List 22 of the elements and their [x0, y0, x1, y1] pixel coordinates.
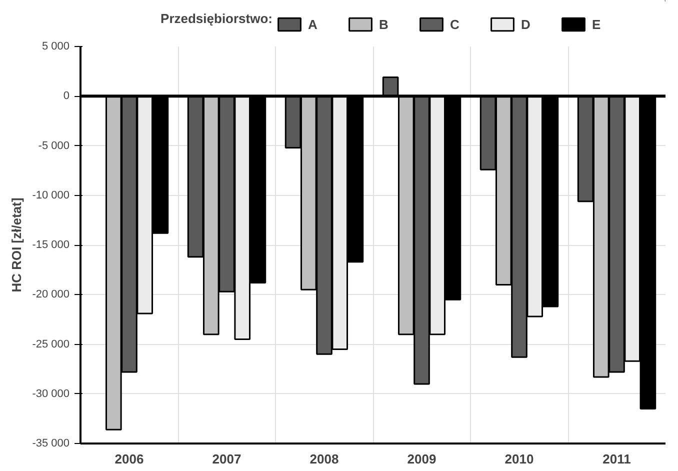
- x-tick-label: 2008: [310, 452, 339, 466]
- y-tick-label: -15 000: [32, 239, 70, 251]
- x-tick-label: 2007: [212, 452, 242, 466]
- y-tick-label: -10 000: [32, 189, 70, 202]
- y-axis-title: HC ROI [zł/etat]: [9, 198, 24, 292]
- y-tick-label: -30 000: [32, 388, 70, 400]
- x-tick-label: 2009: [407, 452, 436, 466]
- y-tick-label: 5 000: [42, 40, 70, 52]
- x-tick-label: 2006: [114, 452, 144, 466]
- x-tick-label: 2011: [602, 452, 631, 466]
- y-tick-label: 0: [63, 90, 70, 102]
- legend-title: Przedsiębiorstwo:: [160, 11, 272, 26]
- x-tick-label: 2010: [504, 452, 534, 466]
- legend-label: C: [450, 16, 460, 32]
- legend-label: D: [521, 16, 532, 32]
- legend-label: E: [592, 16, 602, 32]
- y-tick-label: -20 000: [32, 288, 70, 301]
- y-tick-label: -25 000: [32, 338, 70, 350]
- y-tick-label: -5 000: [38, 140, 70, 152]
- y-tick-label: -35 000: [32, 438, 70, 450]
- legend-label: B: [379, 16, 390, 32]
- legend-label: A: [308, 16, 318, 32]
